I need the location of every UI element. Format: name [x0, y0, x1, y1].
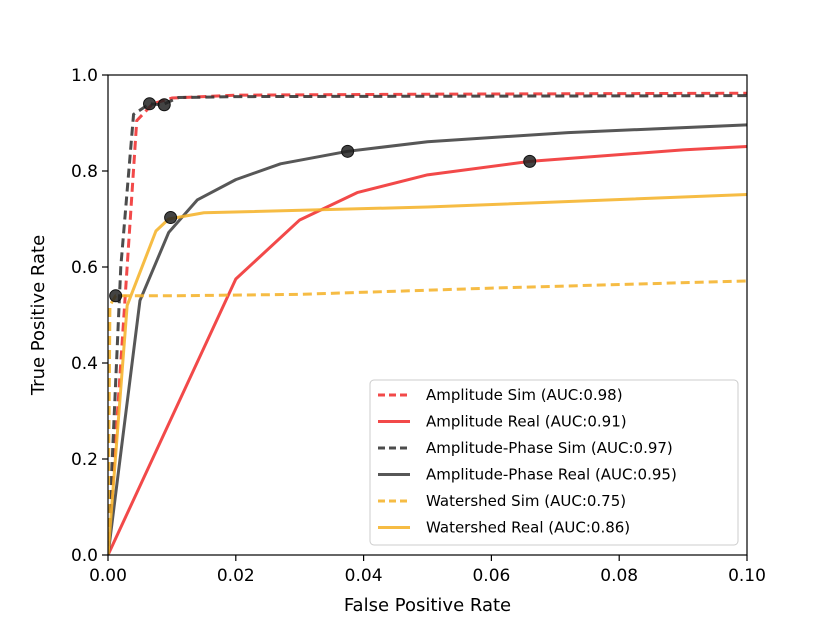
- x-axis-label: False Positive Rate: [344, 595, 511, 616]
- legend-label: Amplitude Sim (AUC:0.98): [426, 386, 623, 404]
- legend: Amplitude Sim (AUC:0.98) Amplitude Real (…: [369, 379, 739, 546]
- legend-box: [369, 379, 739, 546]
- operating-point-marker: [523, 154, 537, 168]
- legend-label: Amplitude-Phase Real (AUC:0.95): [426, 466, 677, 484]
- series-line-2: [108, 145, 747, 555]
- operating-point-marker: [157, 98, 171, 112]
- operating-point-marker: [341, 144, 355, 158]
- x-tick-label: 0.08: [600, 566, 638, 586]
- y-axis-label: True Positive Rate: [28, 235, 49, 396]
- x-tick-label: 0.06: [472, 566, 510, 586]
- x-tick-label: 0.00: [89, 566, 127, 586]
- marker-layer: [109, 97, 537, 303]
- x-tick-label: 0.04: [345, 566, 383, 586]
- operating-point-marker: [109, 289, 123, 303]
- y-tick-label: 0.4: [71, 354, 98, 374]
- y-tick-label: 0.0: [71, 546, 98, 566]
- y-tick-label: 0.2: [71, 450, 98, 470]
- legend-label: Watershed Sim (AUC:0.75): [426, 492, 626, 510]
- tick-layer: 0.00 0.02 0.04 0.06 0.08 0.10 0.0 0.2 0.4 0.6 0.8 1…: [71, 66, 766, 586]
- legend-label: Watershed Real (AUC:0.86): [426, 519, 630, 537]
- series-line-5: [108, 279, 747, 555]
- operating-point-marker: [143, 97, 157, 111]
- legend-label: Amplitude Real (AUC:0.91): [426, 413, 627, 431]
- y-tick-label: 0.8: [71, 162, 98, 182]
- plot-frame: [107, 74, 748, 556]
- y-tick-label: 1.0: [71, 66, 98, 86]
- x-tick-label: 0.10: [728, 566, 766, 586]
- series-line-4: [108, 123, 747, 555]
- x-tick-label: 0.02: [217, 566, 255, 586]
- y-tick-label: 0.6: [71, 258, 98, 278]
- operating-point-marker: [164, 211, 178, 225]
- legend-label: Amplitude-Phase Sim (AUC:0.97): [426, 439, 673, 457]
